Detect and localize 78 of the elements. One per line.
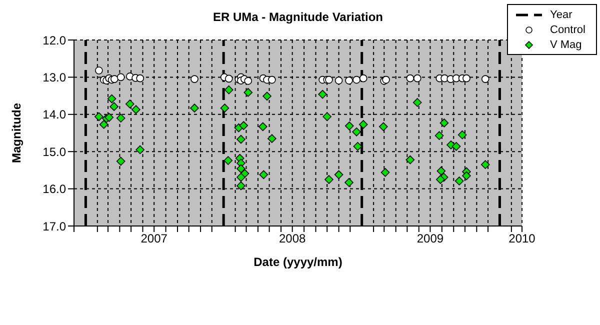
point [136, 74, 144, 82]
point [268, 134, 276, 143]
point [116, 114, 126, 123]
y-tick-label: 16.0 [42, 182, 66, 196]
point [244, 88, 253, 97]
point [345, 76, 353, 84]
x-tick-label: 2007 [140, 232, 168, 246]
y-tick-label: 17.0 [42, 219, 66, 234]
point [412, 98, 422, 107]
point [95, 66, 103, 74]
point [322, 112, 332, 122]
point [236, 164, 246, 174]
point [380, 168, 390, 177]
point [334, 170, 344, 180]
y-tick-label: 13.0 [42, 70, 66, 84]
point [258, 122, 268, 132]
point [436, 166, 446, 176]
point [480, 160, 490, 170]
point [236, 181, 246, 190]
point [452, 142, 461, 151]
point [344, 122, 354, 130]
point [458, 130, 467, 140]
x-tick-label: 2009 [416, 232, 444, 246]
point [116, 156, 126, 166]
point [454, 176, 464, 186]
point [136, 145, 145, 154]
point [344, 178, 354, 187]
x-axis-title: Date (yyyy/mm) [254, 255, 342, 269]
point [262, 92, 272, 101]
point [413, 74, 422, 82]
point [224, 74, 233, 83]
legend-label: Year [550, 8, 572, 20]
point [244, 77, 252, 85]
point [190, 75, 198, 83]
point [462, 171, 471, 180]
point [440, 118, 449, 128]
point [110, 102, 118, 111]
point [190, 104, 199, 112]
legend-label: V Mag [550, 38, 582, 50]
point [94, 112, 104, 122]
point [224, 156, 233, 165]
x-tick-label: 2010 [508, 232, 536, 246]
point [352, 76, 360, 84]
point [358, 120, 368, 129]
point [334, 76, 343, 84]
point [268, 76, 276, 84]
point [224, 85, 234, 94]
point [462, 74, 470, 82]
point [99, 120, 108, 129]
point [318, 90, 327, 99]
point [481, 75, 490, 83]
point [239, 121, 248, 130]
point [378, 122, 388, 132]
point [259, 170, 268, 180]
point [104, 112, 114, 122]
point [110, 75, 118, 83]
y-tick-label: 15.0 [42, 144, 66, 159]
point [436, 175, 445, 184]
point [406, 74, 414, 82]
legend-label: Control [550, 24, 586, 36]
chart-title: ER UMa - Magnitude Variation [212, 10, 384, 24]
point [107, 94, 116, 104]
point [132, 105, 140, 114]
point [359, 74, 368, 82]
point [126, 100, 134, 108]
x-tick-label: 2008 [278, 232, 306, 246]
point [352, 127, 361, 136]
point [236, 134, 246, 144]
point [434, 131, 444, 140]
point [236, 172, 246, 182]
point [116, 73, 125, 82]
point [220, 104, 230, 112]
y-tick-label: 12.0 [42, 33, 66, 48]
y-axis-title: Magnitude [9, 102, 24, 163]
point [353, 142, 362, 151]
y-tick-label: 14.0 [42, 108, 66, 122]
point [324, 175, 334, 184]
point [406, 155, 415, 164]
